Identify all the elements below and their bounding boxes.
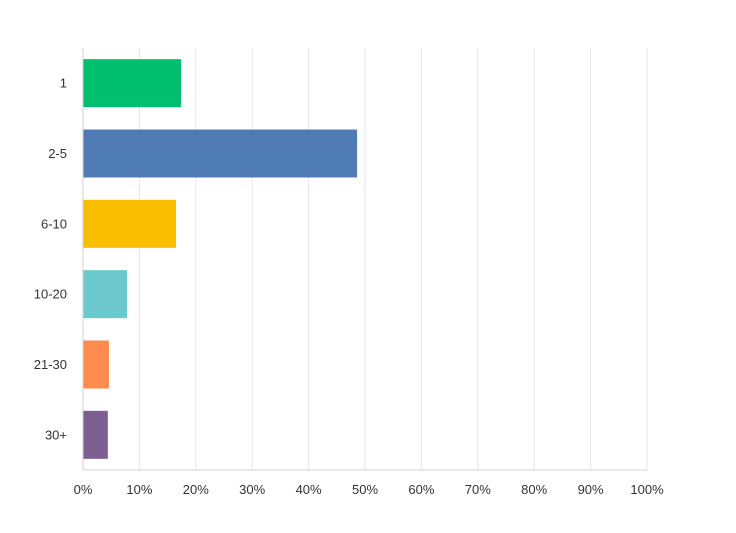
y-tick-label: 1 (60, 76, 67, 91)
x-tick-label: 10% (126, 482, 152, 497)
x-axis-labels: 0% 10% 20% 30% 40% 50% 60% 70% 80% 90% 100% (74, 482, 664, 497)
y-axis-labels: 1 2-5 6-10 10-20 21-30 30+ (34, 76, 67, 443)
x-tick-label: 50% (352, 482, 378, 497)
x-tick-label: 30% (239, 482, 265, 497)
x-tick-label: 20% (183, 482, 209, 497)
y-tick-label: 6-10 (41, 216, 67, 231)
y-tick-label: 10-20 (34, 287, 67, 302)
bar-30+ (83, 410, 108, 459)
gridlines (138, 48, 648, 470)
x-tick-label: 80% (521, 482, 547, 497)
x-tick-label: 60% (408, 482, 434, 497)
x-tick-label: 70% (465, 482, 491, 497)
bar-1 (83, 59, 182, 108)
bar-21-30 (83, 340, 109, 389)
y-tick-label: 30+ (45, 427, 67, 442)
bar-2-5 (83, 129, 358, 178)
bar-10-20 (83, 270, 127, 319)
x-tick-label: 100% (630, 482, 664, 497)
x-tick-label: 40% (296, 482, 322, 497)
x-tick-label: 0% (74, 482, 93, 497)
bar-6-10 (83, 199, 177, 248)
y-tick-label: 21-30 (34, 357, 67, 372)
y-tick-label: 2-5 (48, 146, 67, 161)
bars (83, 59, 358, 459)
x-tick-label: 90% (578, 482, 604, 497)
